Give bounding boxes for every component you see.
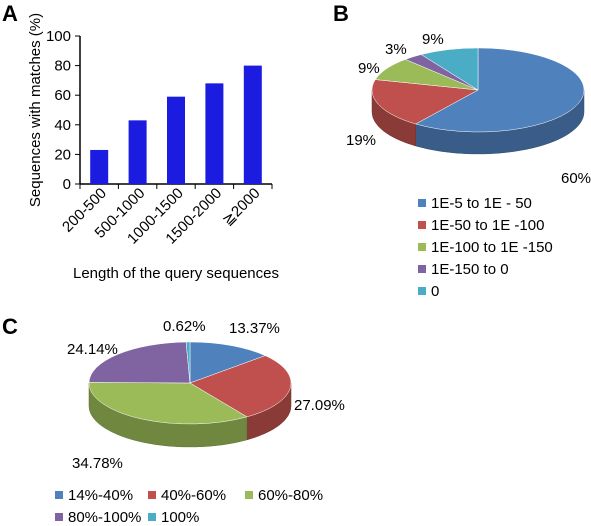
legend-label: 1E-50 to 1E -100	[431, 217, 544, 234]
pie-b-value-labels: 60% 19% 9% 3% 9%	[346, 31, 591, 187]
pie-value-label: 3%	[385, 41, 407, 58]
bar	[167, 96, 185, 184]
y-axis-label: Sequences with matches (%)	[27, 13, 44, 207]
panel-letter-c: C	[2, 314, 18, 339]
y-tick-label: 80	[54, 58, 71, 75]
legend-label: 80%-100%	[68, 509, 141, 526]
legend-label: 1E-150 to 0	[431, 261, 509, 278]
y-tick-label: 0	[63, 176, 71, 193]
pie-slice	[371, 79, 479, 125]
pie-value-label: 9%	[422, 31, 444, 48]
pie-chart-c-panel: C 13.37% 27.09% 34.78% 24.14% 0.62% 14%-40% 4…	[2, 314, 345, 526]
bar	[205, 83, 224, 184]
legend-swatch	[148, 491, 156, 499]
legend-label: 100%	[161, 509, 199, 526]
legend-swatch	[418, 243, 426, 251]
legend-label: 40%-60%	[161, 487, 226, 504]
legend-swatch	[148, 513, 156, 521]
pie-value-label: 0.62%	[163, 318, 206, 335]
y-tick-label: 60	[54, 87, 71, 104]
pie-b-legend: 1E-5 to 1E - 50 1E-50 to 1E -100 1E-100 to…	[418, 195, 553, 300]
pie-value-label: 19%	[346, 132, 376, 149]
legend-label: 14%-40%	[68, 487, 133, 504]
bar-axes	[75, 35, 273, 189]
legend-label: 0	[431, 283, 439, 300]
pie-slice	[415, 47, 585, 133]
bar	[90, 149, 109, 184]
legend-swatch	[418, 265, 426, 273]
pie-value-label: 27.09%	[294, 397, 345, 414]
pie-slice	[420, 47, 479, 91]
pie-slice	[88, 341, 191, 384]
pie-value-label: 24.14%	[67, 341, 118, 358]
legend-swatch	[418, 199, 426, 207]
pie-value-label: 13.37%	[229, 320, 280, 337]
legend-swatch	[55, 513, 63, 521]
x-tick-label: ≧2000	[219, 185, 264, 230]
pie-value-label: 34.78%	[72, 455, 123, 472]
pie-c	[88, 341, 292, 448]
pie-c-legend: 14%-40% 40%-60% 60%-80% 80%-100% 100%	[55, 487, 323, 526]
bar	[128, 120, 147, 184]
panel-letter-a: A	[2, 1, 18, 26]
legend-label: 1E-5 to 1E - 50	[431, 195, 532, 212]
panel-letter-b: B	[333, 1, 349, 26]
pie-c-value-labels: 13.37% 27.09% 34.78% 24.14% 0.62%	[67, 318, 345, 472]
pie-value-label: 9%	[358, 60, 380, 77]
legend-swatch	[55, 491, 63, 499]
legend-swatch	[245, 491, 253, 499]
legend-swatch	[418, 287, 426, 295]
bar-chart-panel: A Sequences with matches (%) Length of t…	[2, 1, 279, 282]
y-tick-label: 40	[54, 117, 71, 134]
bar-series	[90, 65, 262, 184]
x-axis-label: Length of the query sequences	[73, 265, 279, 282]
pie-chart-b-panel: B 60% 19% 9% 3% 9% 1E-5 to 1E - 50 1E-50 to 1…	[333, 1, 591, 300]
bar	[243, 65, 262, 184]
pie-slice	[189, 341, 266, 384]
y-tick-label: 20	[54, 146, 71, 163]
legend-label: 60%-80%	[258, 487, 323, 504]
pie-b	[371, 47, 585, 155]
legend-swatch	[418, 221, 426, 229]
legend-label: 1E-100 to 1E -150	[431, 239, 553, 256]
pie-slice	[189, 355, 292, 418]
pie-slice	[88, 382, 248, 425]
y-tick-labels: 0 20 40 60 80 100	[46, 28, 71, 193]
pie-slice	[185, 341, 191, 384]
pie-value-label: 60%	[561, 170, 591, 187]
y-tick-label: 100	[46, 28, 71, 45]
